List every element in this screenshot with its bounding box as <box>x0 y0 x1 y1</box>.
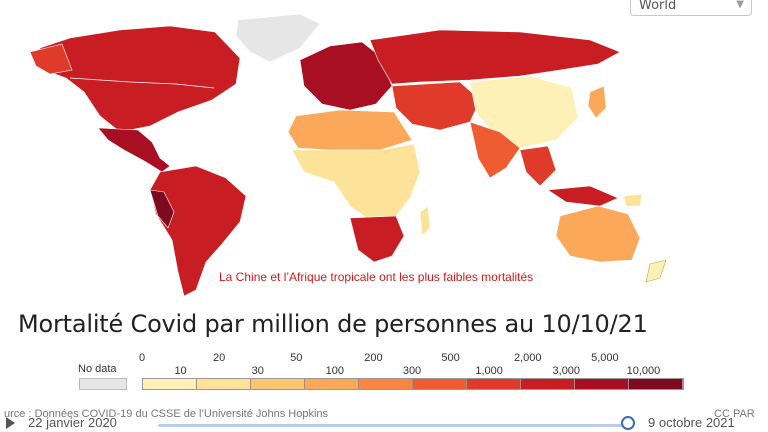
legend-color-bar <box>142 378 684 390</box>
legend-swatch[interactable] <box>575 379 629 389</box>
legend-tick-label: 100 <box>325 365 345 377</box>
map-india[interactable] <box>469 121 521 179</box>
map-southeast-asia[interactable] <box>519 145 557 187</box>
map-tropical-africa[interactable] <box>291 143 421 223</box>
legend-swatch[interactable] <box>629 379 683 389</box>
legend-tick-label: 30 <box>251 365 264 377</box>
map-indonesia[interactable] <box>547 185 619 207</box>
map-mexico[interactable] <box>97 127 171 173</box>
legend-swatch[interactable] <box>359 379 413 389</box>
map-greenland[interactable] <box>235 13 321 63</box>
timeline-track[interactable] <box>158 424 628 427</box>
world-map <box>29 13 667 297</box>
page-title: Mortalité Covid par million de personnes… <box>18 310 648 338</box>
legend-no-data-swatch[interactable] <box>79 378 127 390</box>
timeline-end-date: 9 octobre 2021 <box>648 415 735 430</box>
legend-swatch[interactable] <box>413 379 467 389</box>
legend-swatch[interactable] <box>197 379 251 389</box>
map-australia[interactable] <box>555 205 641 263</box>
license-credit: CC PAR <box>714 408 755 420</box>
map-madagascar[interactable] <box>419 205 431 237</box>
map-japan[interactable] <box>587 85 607 119</box>
legend-tick-label: 5,000 <box>591 352 619 364</box>
map-south-america[interactable] <box>149 165 247 297</box>
source-credit: urce : Données COVID-19 du CSSE de l’Uni… <box>4 408 329 420</box>
play-icon[interactable] <box>6 417 15 429</box>
legend-swatch[interactable] <box>251 379 305 389</box>
timeline-handle[interactable] <box>621 416 635 430</box>
legend-tick-label: 2,000 <box>513 352 542 364</box>
map-papua[interactable] <box>623 193 643 207</box>
map-middle-east[interactable] <box>391 81 481 131</box>
map-north-africa[interactable] <box>287 109 413 151</box>
legend-swatch[interactable] <box>521 379 575 389</box>
legend-swatch[interactable] <box>467 379 521 389</box>
legend-swatch[interactable] <box>305 379 359 389</box>
legend-tick-label: 3,000 <box>552 365 581 377</box>
legend-tick-label: 300 <box>402 365 422 377</box>
map-new-zealand[interactable] <box>645 259 667 283</box>
legend-no-data-label: No data <box>78 363 117 375</box>
chevron-down-icon: ▼ <box>736 0 744 10</box>
map-canada-border <box>69 77 215 89</box>
map-southern-africa[interactable] <box>349 215 405 263</box>
legend-swatch[interactable] <box>143 379 197 389</box>
legend-tick-label: 10 <box>174 365 187 377</box>
region-select-value: World <box>639 0 677 13</box>
legend-tick-label: 50 <box>290 352 303 364</box>
map-north-america[interactable] <box>39 25 241 133</box>
map-peru[interactable] <box>149 189 175 229</box>
legend-tick-label: 10,000 <box>626 365 661 377</box>
legend-tick-label: 20 <box>213 352 226 364</box>
legend-tick-label: 500 <box>441 352 460 364</box>
legend-tick-label: 200 <box>364 352 383 364</box>
timeline-start-date: 22 janvier 2020 <box>28 415 117 430</box>
legend-tick-label: 0 <box>138 352 146 364</box>
map-annotation: La Chine et l’Afrique tropicale ont les … <box>219 270 534 284</box>
legend-tick-label: 1,000 <box>475 365 503 377</box>
map-china[interactable] <box>469 75 579 149</box>
map-russia[interactable] <box>369 29 621 85</box>
map-europe[interactable] <box>299 41 393 111</box>
region-select[interactable]: World ▼ <box>630 0 752 16</box>
map-alaska[interactable] <box>29 43 73 75</box>
